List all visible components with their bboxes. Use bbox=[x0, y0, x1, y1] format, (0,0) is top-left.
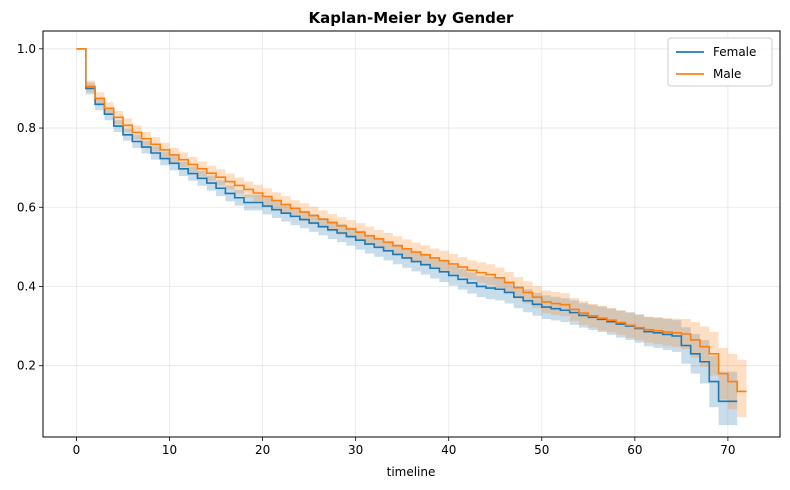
plot-frame bbox=[42, 30, 781, 438]
x-tick-label: 60 bbox=[627, 443, 642, 457]
y-tick-label: 0.6 bbox=[17, 200, 36, 214]
survival-lines bbox=[76, 48, 747, 403]
x-axis-label: timeline bbox=[387, 465, 436, 479]
x-tick-label: 10 bbox=[162, 443, 177, 457]
x-tick-label: 20 bbox=[255, 443, 270, 457]
y-tick-label: 0.4 bbox=[17, 279, 36, 293]
y-axis-ticks: 0.2 0.4 0.6 0.8 1.0 bbox=[17, 42, 43, 373]
y-tick-label: 0.8 bbox=[17, 121, 36, 135]
survival-line-male bbox=[76, 48, 747, 393]
legend-label-male: Male bbox=[713, 67, 741, 81]
x-tick-label: 0 bbox=[73, 443, 81, 457]
legend-label-female: Female bbox=[713, 45, 756, 59]
x-tick-label: 70 bbox=[720, 443, 735, 457]
grid bbox=[43, 31, 780, 437]
chart-title: Kaplan-Meier by Gender bbox=[309, 9, 514, 27]
x-tick-label: 50 bbox=[534, 443, 549, 457]
x-axis-ticks: 0 10 20 30 40 50 60 70 bbox=[73, 437, 736, 457]
legend: Female Male bbox=[667, 37, 773, 87]
x-tick-label: 30 bbox=[348, 443, 363, 457]
x-tick-label: 40 bbox=[441, 443, 456, 457]
y-tick-label: 1.0 bbox=[17, 42, 36, 56]
y-tick-label: 0.2 bbox=[17, 359, 36, 373]
